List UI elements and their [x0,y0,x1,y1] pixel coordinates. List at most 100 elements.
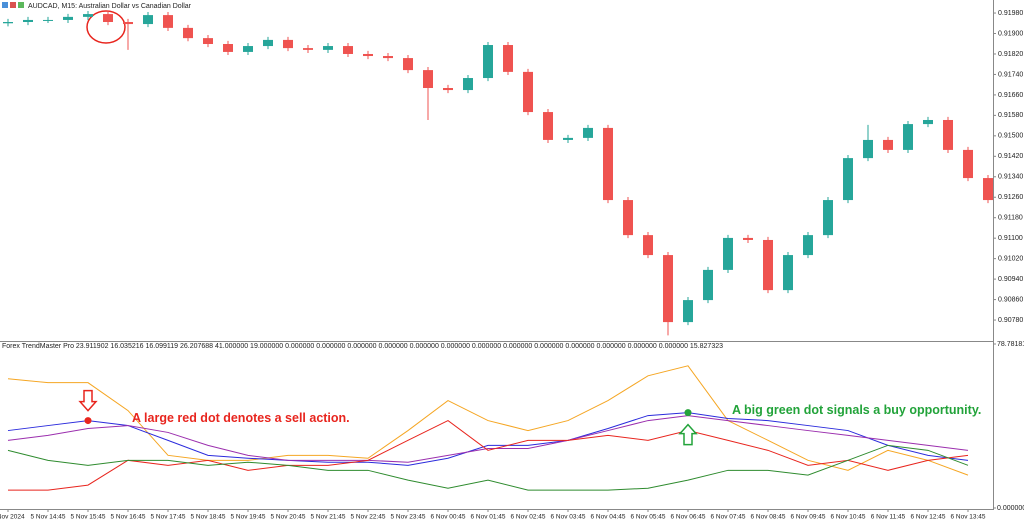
candle-body [483,45,493,79]
candle-body [63,16,73,20]
x-tick-label: 6 Nov 05:45 [630,514,665,521]
x-tick-label: 5 Nov 15:45 [70,514,105,521]
icon [10,2,16,8]
y-tick-label: 0.91180 [998,215,1023,222]
candle-body [223,44,233,52]
candle-body [203,38,213,45]
x-tick-label: 5 Nov 14:45 [30,514,65,521]
candle-body [723,237,733,270]
x-tick-label: 5 Nov 22:45 [350,514,385,521]
y-tick-label: 0.91420 [998,153,1023,160]
candle-body [83,14,93,17]
candle-body [763,239,773,291]
indicator-line [7,412,969,466]
candle-body [343,46,353,54]
candle-body [623,200,633,236]
x-tick-label: 6 Nov 06:45 [670,514,705,521]
y-tick-label: 0.91660 [998,92,1023,99]
candle-body [803,235,813,256]
candle-body [143,15,153,25]
y-tick-label: 0.91900 [998,30,1023,37]
candle-body [783,255,793,291]
x-tick-label: 5 Nov 20:45 [270,514,305,521]
candle-body [963,149,973,179]
x-tick-label: 6 Nov 00:45 [430,514,465,521]
x-tick-label: 6 Nov 01:45 [470,514,505,521]
candle-body [423,70,433,89]
candle-body [403,58,413,71]
y-tick-label: 0.91500 [998,133,1023,140]
candle-body [643,235,653,256]
candle-body [843,158,853,201]
candle-body [3,22,13,24]
y-tick-label: 0.000000 [997,505,1024,512]
x-tick-label: 5 Nov 16:45 [110,514,145,521]
y-tick-label: 0.90940 [998,276,1023,283]
candle-body [523,71,533,113]
icon [2,2,8,8]
candle-body [383,56,393,59]
annotation: A big green dot signals a buy opportunit… [732,403,981,417]
x-tick-label: 6 Nov 03:45 [550,514,585,521]
candle-body [703,269,713,301]
candle-body [743,237,753,240]
candle-body [303,48,313,50]
candle-body [863,139,873,159]
x-tick-label: 6 Nov 11:45 [871,514,906,521]
x-tick-label: 5 Nov 17:45 [150,514,185,521]
y-tick-label: 0.91580 [998,112,1023,119]
x-tick-label: 6 Nov 04:45 [590,514,625,521]
signal-dot [684,409,692,417]
candle-body [603,127,613,201]
candle-body [443,88,453,91]
indicator-line [7,365,969,476]
candle-body [463,78,473,91]
candle-body [183,27,193,39]
candle-body [663,255,673,323]
x-tick-label: 6 Nov 13:45 [950,514,985,521]
candle-body [323,46,333,50]
candle-body [583,127,593,138]
x-tick-label: 5 Nov 18:45 [190,514,225,521]
y-tick-label: 0.91340 [998,174,1023,181]
y-tick-label: 0.91820 [998,51,1023,58]
y-tick-label: 0.90860 [998,296,1023,303]
x-tick-label: 6 Nov 08:45 [750,514,785,521]
indicator-line [7,444,969,491]
indicator-line [7,415,969,463]
x-tick-label: 6 Nov 02:45 [510,514,545,521]
candle-body [923,119,933,125]
candle-body [683,300,693,323]
candle-body [43,19,53,21]
candle-body [23,19,33,23]
x-tick-label: 6 Nov 12:45 [910,514,945,521]
x-tick-label: 6 Nov 07:45 [710,514,745,521]
candle-body [123,22,133,25]
y-tick-label: 0.91260 [998,194,1023,201]
x-tick-label: 6 Nov 09:45 [790,514,825,521]
annotation: A large red dot denotes a sell action. [132,411,350,425]
candle-body [823,200,833,236]
y-tick-label: 0.91100 [998,235,1023,242]
candle-body [103,14,113,23]
indicator-title: Forex TrendMaster Pro 23.911902 16.03521… [2,343,723,350]
x-tick-label: 5 Nov 21:45 [310,514,345,521]
candle-body [243,46,253,52]
y-tick-label: 78.781819 [997,341,1024,348]
candle-body [943,119,953,150]
candle-body [283,39,293,49]
candle-body [883,139,893,150]
x-tick-label: 6 Nov 10:45 [830,514,865,521]
candle-body [983,178,993,201]
signal-arrow [78,389,98,412]
candle-body [543,112,553,140]
candle-body [263,39,273,47]
x-tick-label: 5 Nov 23:45 [390,514,425,521]
y-tick-label: 0.90780 [998,317,1023,324]
candle-body [163,15,173,28]
y-tick-label: 0.91020 [998,255,1023,262]
signal-dot [84,417,92,425]
signal-arrow [678,423,698,446]
